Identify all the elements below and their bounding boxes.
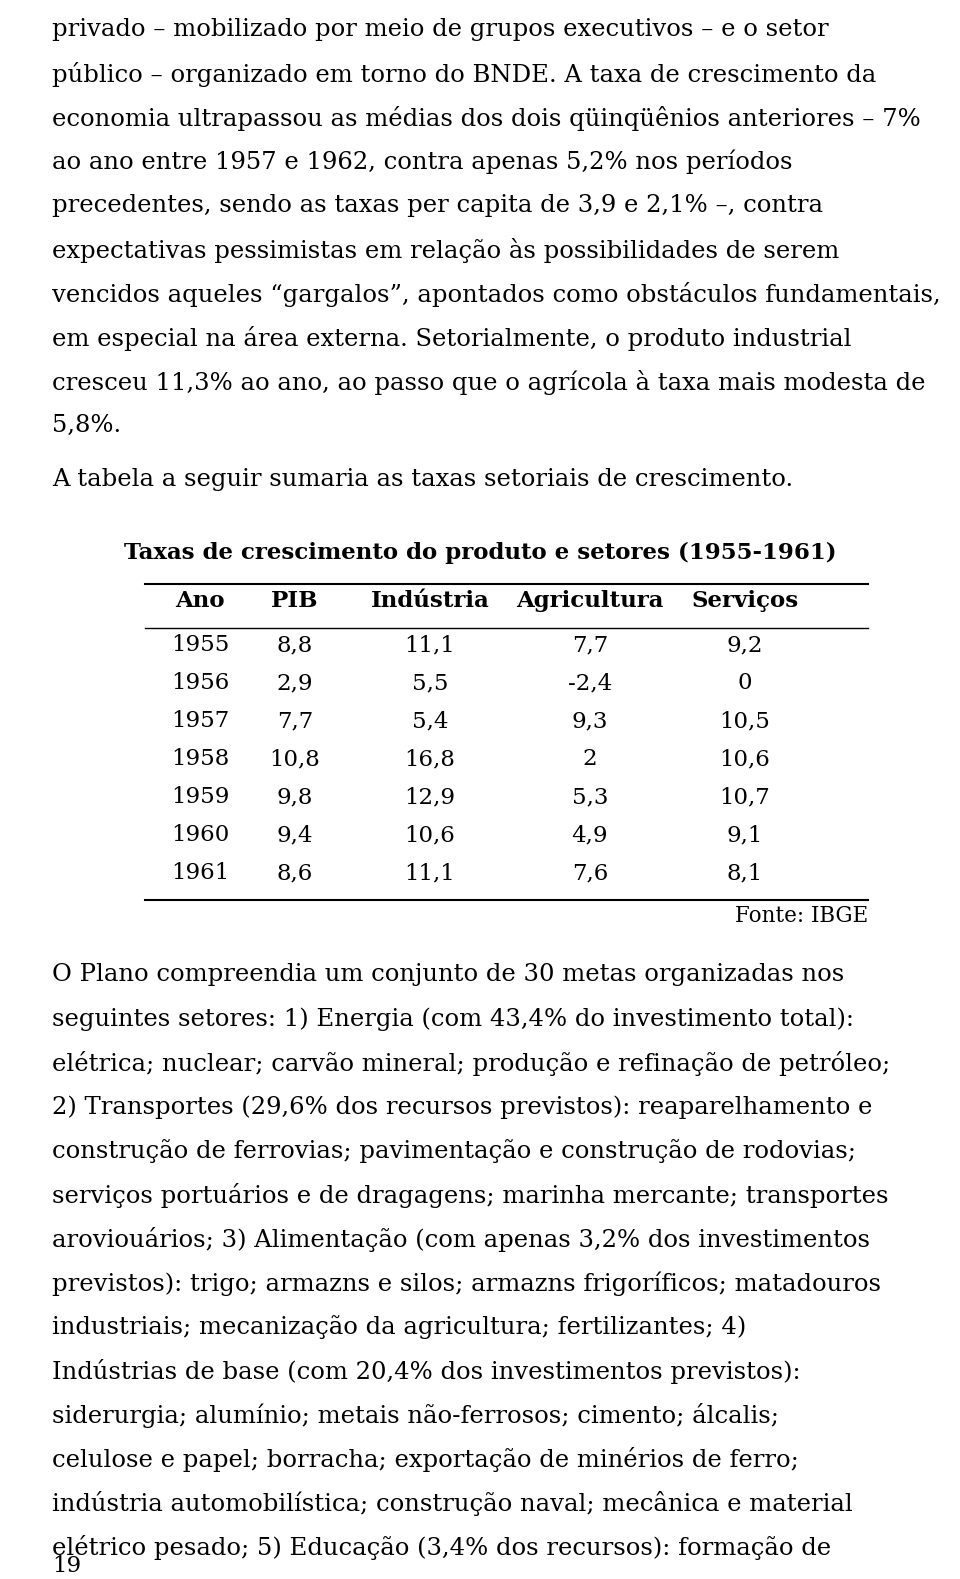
Text: 9,3: 9,3 <box>572 711 609 733</box>
Text: construção de ferrovias; pavimentação e construção de rodovias;: construção de ferrovias; pavimentação e … <box>52 1138 856 1164</box>
Text: 0: 0 <box>737 673 753 695</box>
Text: 9,1: 9,1 <box>727 824 763 846</box>
Text: Ano: Ano <box>175 591 225 613</box>
Text: 1958: 1958 <box>171 748 229 771</box>
Text: 1959: 1959 <box>171 786 229 808</box>
Text: -2,4: -2,4 <box>568 673 612 695</box>
Text: privado – mobilizado por meio de grupos executivos – e o setor: privado – mobilizado por meio de grupos … <box>52 17 828 41</box>
Text: O Plano compreendia um conjunto de 30 metas organizadas nos: O Plano compreendia um conjunto de 30 me… <box>52 963 844 985</box>
Text: 2) Transportes (29,6% dos recursos previstos): reaparelhamento e: 2) Transportes (29,6% dos recursos previ… <box>52 1094 873 1118</box>
Text: 10,7: 10,7 <box>720 786 770 808</box>
Text: industriais; mecanização da agricultura; fertilizantes; 4): industriais; mecanização da agricultura;… <box>52 1315 746 1339</box>
Text: 11,1: 11,1 <box>404 635 455 655</box>
Text: PIB: PIB <box>272 591 319 613</box>
Text: Indústria: Indústria <box>371 591 490 613</box>
Text: expectativas pessimistas em relação às possibilidades de serem: expectativas pessimistas em relação às p… <box>52 238 839 264</box>
Text: siderurgia; alumínio; metais não-ferrosos; cimento; álcalis;: siderurgia; alumínio; metais não-ferroso… <box>52 1404 779 1427</box>
Text: aroviouários; 3) Alimentação (com apenas 3,2% dos investimentos: aroviouários; 3) Alimentação (com apenas… <box>52 1227 870 1252</box>
Text: elétrica; nuclear; carvão mineral; produção e refinação de petróleo;: elétrica; nuclear; carvão mineral; produ… <box>52 1052 890 1075</box>
Text: 5,3: 5,3 <box>572 786 609 808</box>
Text: 7,7: 7,7 <box>572 635 608 655</box>
Text: 9,8: 9,8 <box>276 786 313 808</box>
Text: previstos): trigo; armazns e silos; armazns frigoríficos; matadouros: previstos): trigo; armazns e silos; arma… <box>52 1271 881 1295</box>
Text: 5,5: 5,5 <box>412 673 448 695</box>
Text: público – organizado em torno do BNDE. A taxa de crescimento da: público – organizado em torno do BNDE. A… <box>52 62 876 87</box>
Text: Fonte: IBGE: Fonte: IBGE <box>734 905 868 927</box>
Text: serviços portuários e de dragagens; marinha mercante; transportes: serviços portuários e de dragagens; mari… <box>52 1183 889 1208</box>
Text: 10,6: 10,6 <box>720 748 771 771</box>
Text: 10,8: 10,8 <box>270 748 321 771</box>
Text: 8,8: 8,8 <box>276 635 313 655</box>
Text: 4,9: 4,9 <box>572 824 609 846</box>
Text: cresceu 11,3% ao ano, ao passo que o agrícola à taxa mais modesta de: cresceu 11,3% ao ano, ao passo que o agr… <box>52 369 925 395</box>
Text: Serviços: Serviços <box>691 591 799 613</box>
Text: 8,6: 8,6 <box>276 862 313 884</box>
Text: 1960: 1960 <box>171 824 229 846</box>
Text: 10,6: 10,6 <box>404 824 455 846</box>
Text: 7,6: 7,6 <box>572 862 609 884</box>
Text: economia ultrapassou as médias dos dois qüinqüênios anteriores – 7%: economia ultrapassou as médias dos dois … <box>52 106 921 131</box>
Text: 2: 2 <box>583 748 597 771</box>
Text: elétrico pesado; 5) Educação (3,4% dos recursos): formação de: elétrico pesado; 5) Educação (3,4% dos r… <box>52 1535 831 1560</box>
Text: 5,8%.: 5,8%. <box>52 414 121 437</box>
Text: 1955: 1955 <box>171 635 229 655</box>
Text: 1957: 1957 <box>171 711 229 733</box>
Text: 9,4: 9,4 <box>276 824 313 846</box>
Text: 9,2: 9,2 <box>727 635 763 655</box>
Text: em especial na área externa. Setorialmente, o produto industrial: em especial na área externa. Setorialmen… <box>52 325 852 351</box>
Text: 19: 19 <box>52 1555 82 1577</box>
Text: celulose e papel; borracha; exportação de minérios de ferro;: celulose e papel; borracha; exportação d… <box>52 1446 799 1472</box>
Text: A tabela a seguir sumaria as taxas setoriais de crescimento.: A tabela a seguir sumaria as taxas setor… <box>52 467 793 491</box>
Text: 8,1: 8,1 <box>727 862 763 884</box>
Text: Taxas de crescimento do produto e setores (1955-1961): Taxas de crescimento do produto e setore… <box>124 542 836 564</box>
Text: 7,7: 7,7 <box>276 711 313 733</box>
Text: 16,8: 16,8 <box>404 748 455 771</box>
Text: Agricultura: Agricultura <box>516 591 663 613</box>
Text: 12,9: 12,9 <box>404 786 455 808</box>
Text: 11,1: 11,1 <box>404 862 455 884</box>
Text: seguintes setores: 1) Energia (com 43,4% do investimento total):: seguintes setores: 1) Energia (com 43,4%… <box>52 1007 854 1031</box>
Text: 2,9: 2,9 <box>276 673 313 695</box>
Text: indústria automobilística; construção naval; mecânica e material: indústria automobilística; construção na… <box>52 1491 852 1516</box>
Text: 5,4: 5,4 <box>412 711 448 733</box>
Text: 1961: 1961 <box>171 862 229 884</box>
Text: precedentes, sendo as taxas per capita de 3,9 e 2,1% –, contra: precedentes, sendo as taxas per capita d… <box>52 194 823 216</box>
Text: vencidos aqueles “gargalos”, apontados como obstáculos fundamentais,: vencidos aqueles “gargalos”, apontados c… <box>52 283 941 306</box>
Text: 1956: 1956 <box>171 673 229 695</box>
Text: Indústrias de base (com 20,4% dos investimentos previstos):: Indústrias de base (com 20,4% dos invest… <box>52 1360 801 1385</box>
Text: ao ano entre 1957 e 1962, contra apenas 5,2% nos períodos: ao ano entre 1957 e 1962, contra apenas … <box>52 150 793 175</box>
Text: 10,5: 10,5 <box>720 711 771 733</box>
